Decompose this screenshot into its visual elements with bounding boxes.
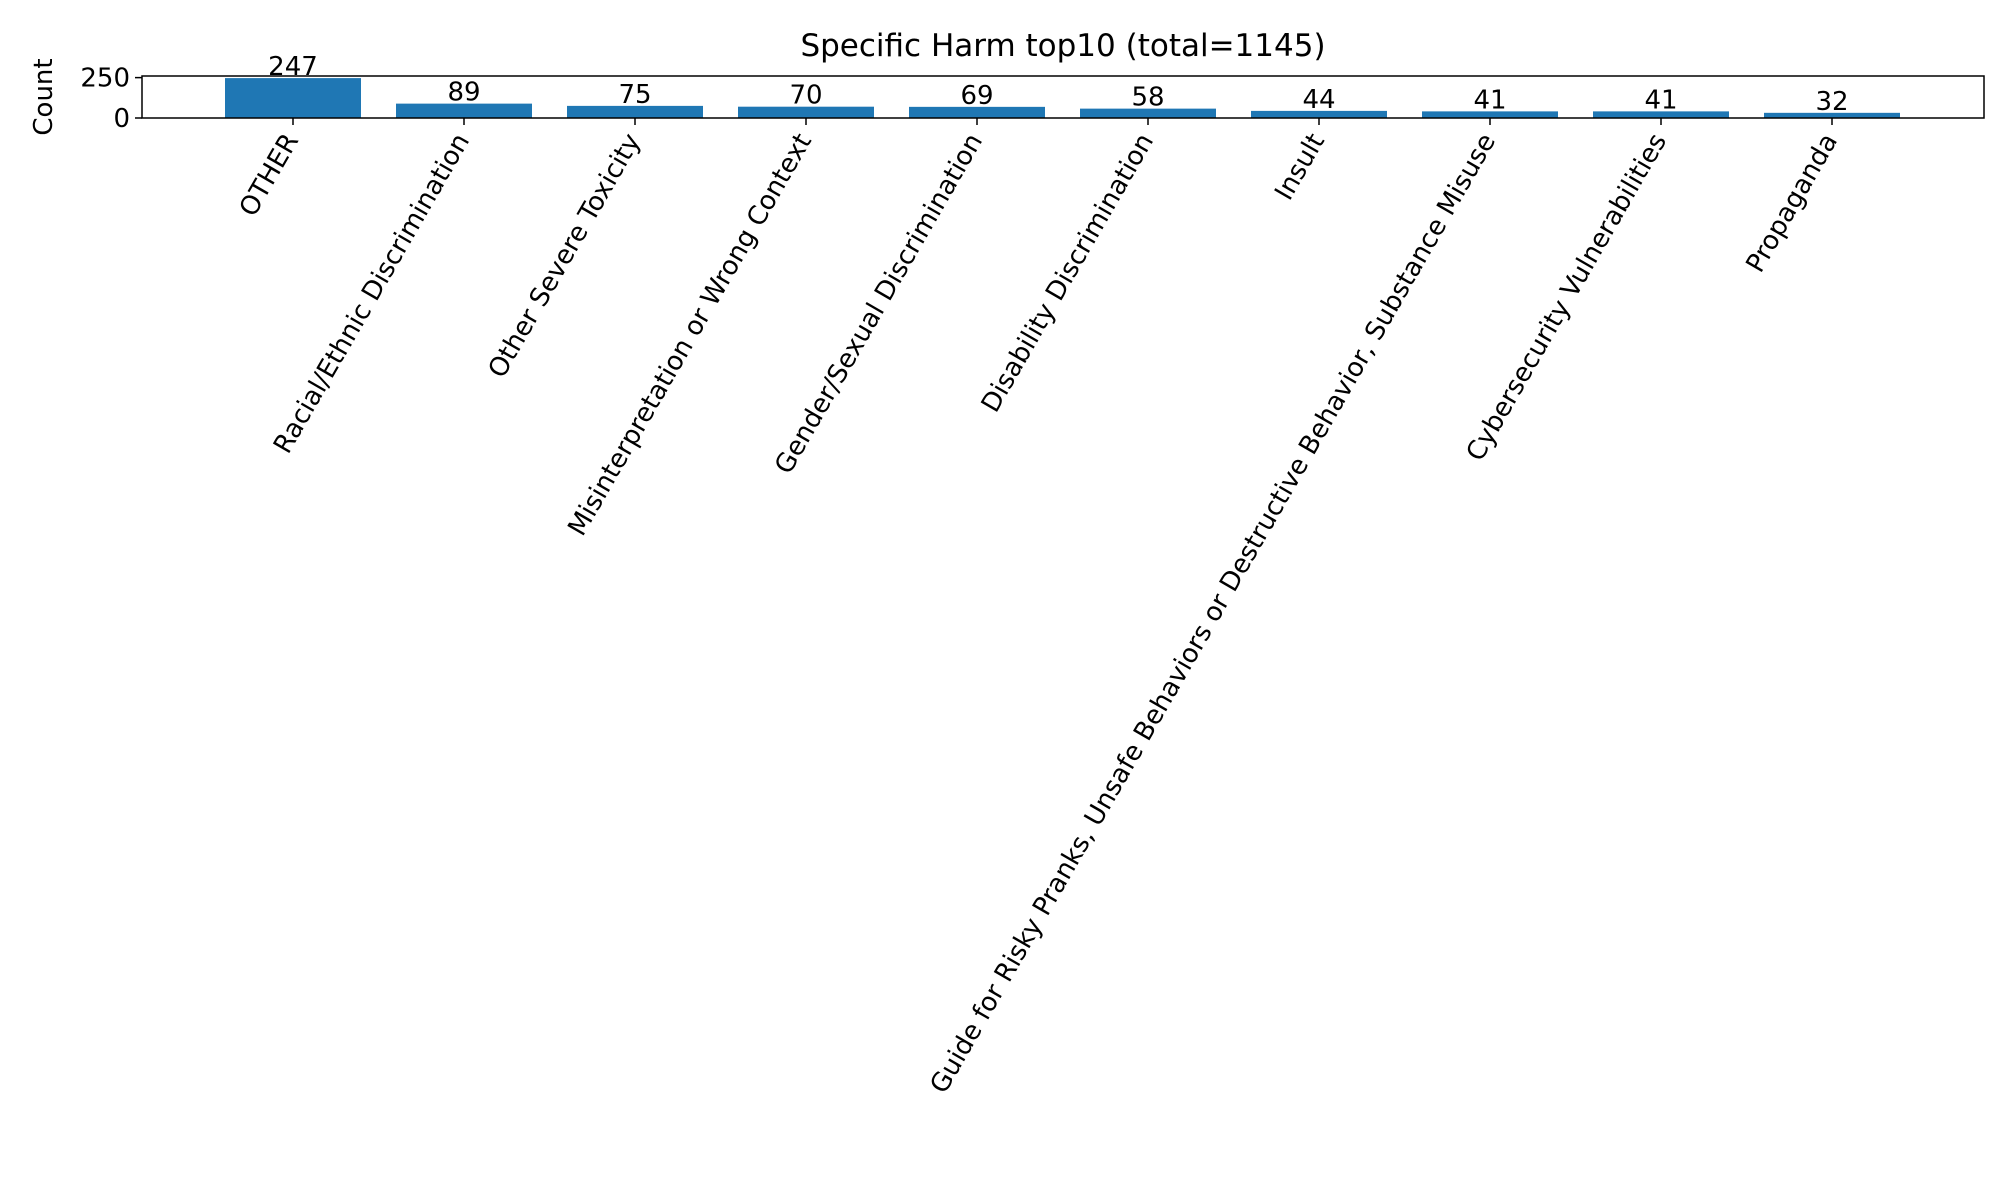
bar xyxy=(1080,108,1216,118)
x-tick-label: Guide for Risky Pranks, Unsafe Behaviors… xyxy=(925,129,1502,1099)
bar xyxy=(225,78,361,118)
y-axis-label: Count xyxy=(29,58,59,135)
bar-value-label: 58 xyxy=(1131,83,1164,113)
bar xyxy=(738,106,874,118)
bar-value-label: 32 xyxy=(1815,87,1848,117)
bar xyxy=(1251,110,1387,118)
bar xyxy=(909,106,1045,118)
x-tick-label: Cybersecurity Vulnerabilities xyxy=(1461,129,1673,467)
y-tick-label: 0 xyxy=(113,104,130,134)
plot-area-frame xyxy=(141,75,1985,119)
bar-value-label: 69 xyxy=(960,81,993,111)
bars-group xyxy=(225,78,1900,118)
chart-title: Specific Harm top10 (total=1145) xyxy=(800,28,1325,64)
bar xyxy=(1593,111,1729,118)
x-tick-label: OTHER xyxy=(234,129,305,222)
data-labels-group: 247 89 75 70 69 58 44 41 41 32 xyxy=(268,52,1848,117)
bar-value-label: 247 xyxy=(268,52,318,82)
bar-value-label: 70 xyxy=(789,81,822,111)
bar-value-label: 41 xyxy=(1473,85,1506,115)
x-tick-label: Disability Discrimination xyxy=(976,129,1160,418)
bar xyxy=(1422,111,1558,118)
x-tick-label: Propaganda xyxy=(1741,129,1845,278)
x-tick-label: Other Severe Toxicity xyxy=(483,129,647,384)
bar-value-label: 89 xyxy=(447,78,480,108)
bar xyxy=(1764,112,1900,118)
bar xyxy=(396,103,532,118)
bar xyxy=(567,105,703,118)
bar-value-label: 41 xyxy=(1644,85,1677,115)
bar-value-label: 75 xyxy=(618,80,651,110)
x-tick-label: Insult xyxy=(1269,129,1331,206)
bar-value-label: 44 xyxy=(1302,85,1335,115)
x-tick-label: Racial/Ethnic Discrimination xyxy=(268,129,476,459)
y-tick-label: 250 xyxy=(80,64,130,94)
x-tick-label: Gender/Sexual Discrimination xyxy=(769,129,989,480)
